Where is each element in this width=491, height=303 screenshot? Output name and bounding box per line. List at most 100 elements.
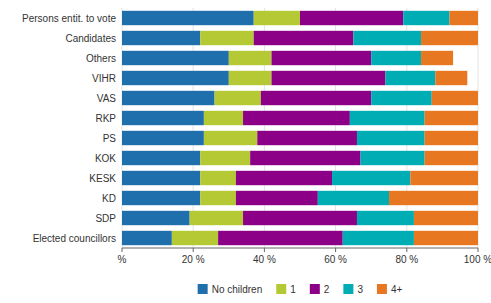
bar-segment bbox=[425, 131, 478, 145]
bar-segment bbox=[204, 131, 257, 145]
category-label: KD bbox=[102, 193, 116, 204]
bar-segment bbox=[200, 31, 253, 45]
bar-segment bbox=[122, 171, 200, 185]
tick-label: 80 % bbox=[395, 254, 418, 265]
tick-mark bbox=[335, 248, 336, 252]
bar-segment bbox=[122, 151, 200, 165]
category-label: Candidates bbox=[65, 33, 116, 44]
bar-segment bbox=[414, 231, 478, 245]
bar-segment bbox=[229, 71, 272, 85]
bar-segment bbox=[243, 111, 350, 125]
legend-item: 2 bbox=[310, 284, 330, 295]
bar-segment bbox=[254, 11, 300, 25]
legend-item: 3 bbox=[343, 284, 363, 295]
bar-segment bbox=[332, 171, 410, 185]
category-label: Persons entit. to vote bbox=[22, 13, 116, 24]
bar-segment bbox=[425, 151, 478, 165]
bar-segment bbox=[357, 131, 425, 145]
bar-segment bbox=[343, 231, 414, 245]
axis-line bbox=[122, 248, 478, 249]
bar-segment bbox=[122, 51, 229, 65]
bar-segment bbox=[122, 91, 215, 105]
legend-item: No children bbox=[198, 284, 263, 295]
bar-segment bbox=[122, 191, 200, 205]
legend-label: 2 bbox=[324, 284, 330, 295]
bar-segment bbox=[300, 11, 403, 25]
bar-segment bbox=[122, 31, 200, 45]
bar-segment bbox=[385, 71, 435, 85]
bar-segment bbox=[414, 211, 478, 225]
category-label: PS bbox=[103, 133, 117, 144]
bar-segment bbox=[243, 211, 357, 225]
legend-label: 1 bbox=[290, 284, 296, 295]
bar-segment bbox=[410, 171, 478, 185]
legend-item: 4+ bbox=[377, 284, 403, 295]
bar-segment bbox=[350, 111, 425, 125]
legend-swatch bbox=[310, 284, 320, 294]
bar-segment bbox=[357, 211, 414, 225]
bar-segment bbox=[450, 11, 478, 25]
legend-label: 3 bbox=[357, 284, 363, 295]
bar-segment bbox=[122, 111, 204, 125]
tick-label: 60 % bbox=[324, 254, 347, 265]
x-axis: %20 %40 %60 %80 %100 % bbox=[118, 248, 491, 265]
tick-mark bbox=[122, 248, 123, 252]
bar-segment bbox=[190, 211, 243, 225]
bar-segment bbox=[371, 91, 432, 105]
bar-segment bbox=[172, 231, 218, 245]
category-label: RKP bbox=[95, 113, 116, 124]
bar-segment bbox=[318, 191, 389, 205]
category-label: Elected councillors bbox=[33, 233, 116, 244]
bar-segment bbox=[218, 231, 343, 245]
legend-swatch bbox=[343, 284, 353, 294]
legend-label: No children bbox=[212, 284, 263, 295]
bar-segment bbox=[257, 131, 357, 145]
bar-segment bbox=[122, 71, 229, 85]
bar-segment bbox=[204, 111, 243, 125]
bar-segment bbox=[200, 191, 236, 205]
bar-segment bbox=[215, 91, 261, 105]
category-label: Others bbox=[86, 53, 116, 64]
bar-segment bbox=[250, 151, 360, 165]
category-label: VAS bbox=[97, 93, 117, 104]
bar-segment bbox=[122, 11, 254, 25]
bar-segment bbox=[353, 31, 421, 45]
bar-segment bbox=[254, 31, 354, 45]
tick-label: 20 % bbox=[182, 254, 205, 265]
bar-segment bbox=[200, 171, 236, 185]
tick-mark bbox=[264, 248, 265, 252]
bar-segment bbox=[229, 51, 272, 65]
category-label: KESK bbox=[89, 173, 116, 184]
bar-segment bbox=[432, 91, 478, 105]
bar-segment bbox=[425, 111, 478, 125]
bar-segment bbox=[421, 51, 453, 65]
category-label: KOK bbox=[95, 153, 116, 164]
bar-segment bbox=[272, 71, 386, 85]
bar-segment bbox=[122, 131, 204, 145]
bar-segment bbox=[236, 171, 332, 185]
category-label: VIHR bbox=[92, 73, 116, 84]
bar-segment bbox=[122, 211, 190, 225]
bar-segment bbox=[261, 91, 371, 105]
legend: No children 1 2 3 4+ bbox=[198, 284, 403, 295]
bar-segment bbox=[435, 71, 467, 85]
legend-swatch bbox=[276, 284, 286, 294]
bar-segment bbox=[200, 151, 250, 165]
tick-label: % bbox=[118, 254, 127, 265]
bar-segment bbox=[371, 51, 421, 65]
bar-segment bbox=[403, 11, 449, 25]
bar-segment bbox=[272, 51, 372, 65]
bars bbox=[122, 11, 478, 245]
legend-swatch bbox=[377, 284, 387, 294]
category-label: SDP bbox=[95, 213, 116, 224]
grid bbox=[122, 8, 478, 248]
bar-segment bbox=[421, 31, 478, 45]
chart: %20 %40 %60 %80 %100 %Persons entit. to … bbox=[0, 0, 491, 303]
y-axis: Persons entit. to vote Candidates Others VI… bbox=[22, 13, 116, 244]
bar-segment bbox=[389, 191, 478, 205]
tick-mark bbox=[406, 248, 407, 252]
tick-mark bbox=[478, 248, 479, 252]
legend-item: 1 bbox=[276, 284, 296, 295]
tick-label: 40 % bbox=[253, 254, 276, 265]
bar-segment bbox=[236, 191, 318, 205]
